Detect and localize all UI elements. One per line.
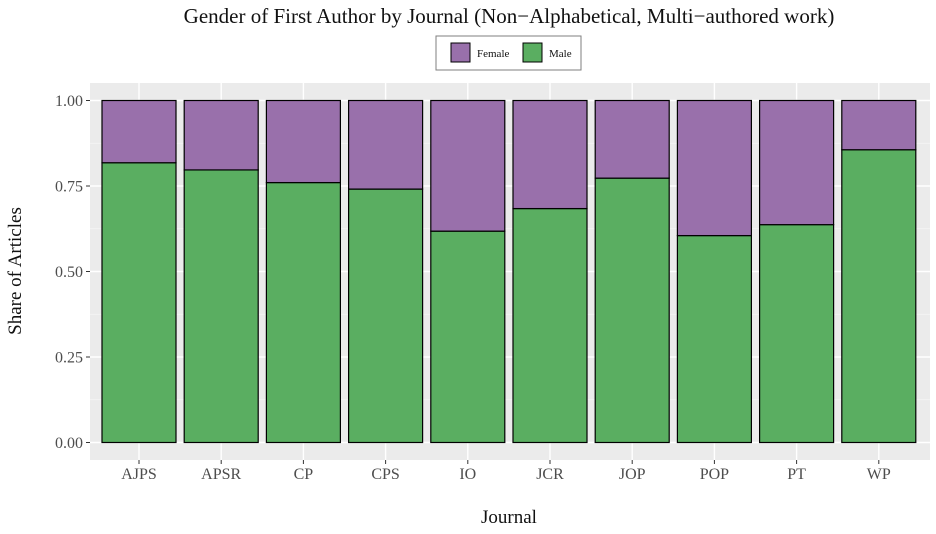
legend-swatch-female: [450, 42, 471, 63]
chart-title: Gender of First Author by Journal (Non−A…: [184, 4, 835, 28]
x-tick-label: WP: [867, 466, 891, 483]
x-tick-label: IO: [459, 466, 476, 483]
bar-female-jop: [594, 99, 670, 179]
x-tick-label: POP: [700, 466, 729, 483]
bar-female-cps: [348, 99, 424, 190]
bar-female-pt: [758, 99, 835, 226]
bar-male-jop: [594, 177, 670, 444]
x-tick-label: JOP: [619, 466, 646, 483]
bar-female-apsr: [183, 99, 259, 171]
bar-female-pop: [676, 99, 753, 237]
legend: Female Male: [435, 35, 582, 71]
x-tick-label: APSR: [201, 466, 241, 483]
x-tick-label: CPS: [371, 466, 399, 483]
x-axis-title: Journal: [481, 507, 537, 528]
x-axis: AJPS APSR CP CPS IO JCR JOP POP PT WP: [121, 460, 891, 483]
x-tick-label: CP: [294, 466, 314, 483]
y-tick-label: 0.25: [55, 350, 83, 367]
x-tick-label: PT: [787, 466, 806, 483]
x-tick-label: AJPS: [121, 466, 157, 483]
y-axis-title: Share of Articles: [5, 207, 26, 335]
y-tick-label: 0.50: [55, 264, 83, 281]
y-tick-label: 1.00: [55, 93, 83, 110]
bar-male-cp: [265, 181, 341, 444]
y-tick-label: 0.00: [55, 435, 83, 452]
bar-male-wp: [841, 149, 917, 444]
bar-male-jcr: [512, 207, 588, 444]
bar-male-pop: [676, 234, 753, 444]
y-axis: 0.00 0.25 0.50 0.75 1.00: [55, 93, 90, 452]
bar-male-cps: [348, 188, 424, 444]
bar-female-cp: [265, 99, 341, 184]
legend-swatch-male: [522, 42, 543, 63]
bar-male-apsr: [183, 169, 259, 444]
legend-label-female: Female: [477, 48, 509, 60]
legend-label-male: Male: [549, 48, 572, 60]
bar-male-ajps: [101, 162, 177, 444]
bar-female-jcr: [512, 99, 588, 210]
bar-female-ajps: [101, 99, 177, 164]
bar-male-pt: [758, 224, 835, 444]
y-tick-label: 0.75: [55, 179, 83, 196]
bars: [101, 99, 917, 444]
bar-female-io: [430, 99, 506, 232]
bar-male-io: [430, 230, 506, 444]
x-tick-label: JCR: [536, 466, 564, 483]
bar-female-wp: [841, 99, 917, 151]
